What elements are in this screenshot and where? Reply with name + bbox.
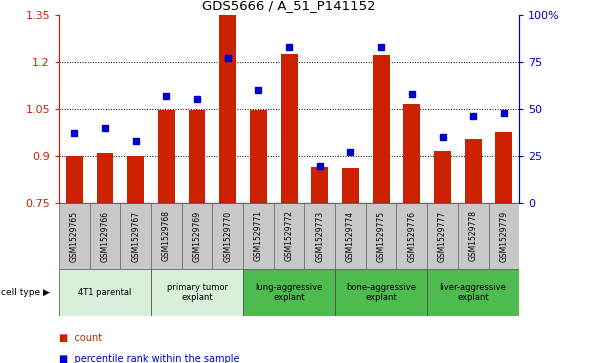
Title: GDS5666 / A_51_P141152: GDS5666 / A_51_P141152 — [202, 0, 376, 12]
Bar — [219, 15, 236, 203]
Text: bone-aggressive
explant: bone-aggressive explant — [346, 282, 416, 302]
Text: GSM1529769: GSM1529769 — [192, 211, 202, 261]
Bar — [189, 110, 205, 203]
Text: GSM1529766: GSM1529766 — [100, 211, 110, 261]
Text: lung-aggressive
explant: lung-aggressive explant — [255, 282, 323, 302]
Bar — [66, 156, 83, 203]
Bar — [396, 203, 427, 269]
Bar — [274, 203, 304, 269]
Text: liver-aggressive
explant: liver-aggressive explant — [440, 282, 507, 302]
Text: GSM1529776: GSM1529776 — [407, 211, 417, 261]
Text: GSM1529767: GSM1529767 — [131, 211, 140, 261]
Bar — [182, 203, 212, 269]
Bar — [335, 269, 427, 316]
Text: GSM1529770: GSM1529770 — [223, 211, 232, 261]
Bar — [427, 203, 458, 269]
Bar — [243, 203, 274, 269]
Text: ■  percentile rank within the sample: ■ percentile rank within the sample — [59, 354, 240, 363]
Bar — [335, 203, 366, 269]
Bar — [404, 104, 420, 203]
Text: GSM1529768: GSM1529768 — [162, 211, 171, 261]
Bar — [489, 203, 519, 269]
Bar — [59, 203, 90, 269]
Text: 4T1 parental: 4T1 parental — [78, 288, 132, 297]
Bar — [366, 203, 396, 269]
Bar — [151, 203, 182, 269]
Bar — [312, 167, 328, 203]
Text: GSM1529779: GSM1529779 — [499, 211, 509, 261]
Text: ■  count: ■ count — [59, 333, 102, 343]
Bar — [496, 132, 512, 203]
Bar — [250, 110, 267, 203]
Bar — [59, 269, 151, 316]
Bar — [243, 269, 335, 316]
Bar — [342, 168, 359, 203]
Text: GSM1529777: GSM1529777 — [438, 211, 447, 261]
Bar — [427, 269, 519, 316]
Text: GSM1529775: GSM1529775 — [376, 211, 386, 261]
Bar — [458, 203, 489, 269]
Bar — [373, 56, 389, 203]
Text: GSM1529765: GSM1529765 — [70, 211, 79, 261]
Bar — [97, 153, 113, 203]
Bar — [304, 203, 335, 269]
Bar — [90, 203, 120, 269]
Text: GSM1529772: GSM1529772 — [284, 211, 294, 261]
Text: cell type ▶: cell type ▶ — [1, 288, 50, 297]
Text: GSM1529771: GSM1529771 — [254, 211, 263, 261]
Bar — [212, 203, 243, 269]
Text: GSM1529778: GSM1529778 — [468, 211, 478, 261]
Bar — [151, 269, 243, 316]
Bar — [434, 151, 451, 203]
Bar — [465, 139, 481, 203]
Bar — [120, 203, 151, 269]
Bar — [127, 156, 144, 203]
Text: GSM1529774: GSM1529774 — [346, 211, 355, 261]
Bar — [158, 110, 175, 203]
Text: GSM1529773: GSM1529773 — [315, 211, 324, 261]
Text: primary tumor
explant: primary tumor explant — [166, 282, 228, 302]
Bar — [281, 54, 297, 203]
